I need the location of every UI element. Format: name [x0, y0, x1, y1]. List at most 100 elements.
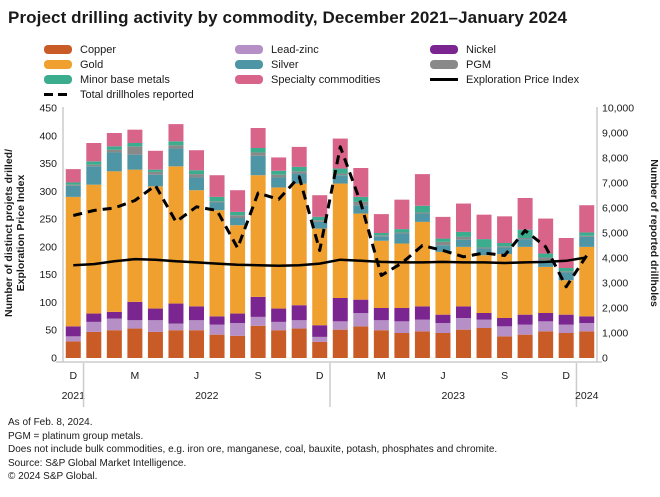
- bar-segment-lead_zinc: [558, 324, 574, 333]
- bar-segment-nickel: [147, 308, 163, 321]
- x-tick-month: J: [440, 370, 445, 382]
- right-axis-title: Number of reported drillholes: [648, 159, 660, 307]
- left-axis-tick: 400: [39, 130, 57, 142]
- left-axis-tick: 50: [45, 325, 57, 337]
- legend-label-pgm: PGM: [466, 58, 492, 71]
- bar-segment-silver: [65, 185, 81, 197]
- footer-as-of: As of Feb. 8, 2024.: [8, 417, 93, 428]
- bar-segment-minor_base: [106, 146, 122, 150]
- bar-segment-nickel: [65, 326, 81, 337]
- bar-segment-lead_zinc: [414, 319, 430, 332]
- bar-segment-gold: [127, 169, 143, 302]
- bar-segment-lead_zinc: [517, 324, 533, 335]
- right-axis-tick: 5,000: [602, 228, 628, 240]
- legend-column-2: Lead-zinc Silver Specialty commodities: [235, 42, 380, 87]
- bar-segment-pgm: [106, 149, 122, 153]
- bar-segment-silver: [106, 152, 122, 172]
- bar-segment-copper: [579, 331, 595, 358]
- bar-segment-lead_zinc: [538, 321, 554, 332]
- right-axis-tick: 2,000: [602, 303, 628, 315]
- left-axis-tick: 250: [39, 214, 57, 226]
- bar-segment-lead_zinc: [271, 321, 287, 331]
- footer-pgm-note: PGM = platinum group metals.: [8, 430, 144, 442]
- bar-segment-lead_zinc: [209, 324, 225, 335]
- bar-segment-pgm: [435, 241, 451, 246]
- bar-segment-lead_zinc: [312, 336, 328, 342]
- bar-segment-silver: [435, 245, 451, 252]
- legend-item-copper: Copper: [44, 42, 194, 57]
- bar-segment-silver: [332, 175, 348, 184]
- bar-segment-nickel: [497, 318, 513, 327]
- footer-source: Source: S&P Global Market Intelligence.: [8, 457, 187, 469]
- bar-segment-nickel: [332, 298, 348, 322]
- legend-item-drillholes: Total drillholes reported: [44, 87, 194, 102]
- bar-segment-nickel: [353, 299, 369, 313]
- bar-segment-copper: [209, 334, 225, 358]
- bar-segment-pgm: [497, 246, 513, 248]
- legend-item-silver: Silver: [235, 57, 380, 72]
- bar-segment-nickel: [291, 305, 307, 321]
- bar-segment-lead_zinc: [353, 313, 369, 327]
- bar-segment-specialty: [106, 133, 122, 147]
- left-axis-title-line1: Number of distinct projets drilled/: [3, 149, 15, 317]
- bar-segment-gold: [168, 166, 184, 304]
- right-axis-tick: 4,000: [602, 253, 628, 265]
- bar-segment-minor_base: [373, 233, 389, 236]
- bar-segment-nickel: [86, 313, 102, 322]
- bar-segment-specialty: [86, 143, 102, 162]
- bar-segment-minor_base: [271, 170, 287, 175]
- bar-segment-nickel: [435, 314, 451, 323]
- bar-segment-lead_zinc: [394, 321, 410, 333]
- bar-segment-copper: [86, 331, 102, 358]
- bar-segment-minor_base: [579, 232, 595, 236]
- x-tick-year: 2023: [442, 390, 466, 402]
- solid-line-icon: [430, 78, 458, 81]
- bar-segment-copper: [435, 333, 451, 358]
- bar-segment-nickel: [189, 306, 204, 321]
- legend-label-drillholes: Total drillholes reported: [80, 88, 194, 101]
- bar-segment-copper: [456, 329, 471, 358]
- dashed-line-icon: [44, 93, 72, 96]
- x-tick-month: D: [69, 370, 77, 382]
- bar-segment-copper: [106, 330, 122, 358]
- copper-swatch-icon: [44, 45, 72, 54]
- x-tick-month: M: [131, 370, 140, 382]
- legend-label-gold: Gold: [80, 58, 104, 71]
- left-axis-tick: 150: [39, 269, 57, 281]
- bar-segment-silver: [373, 236, 389, 241]
- bar-segment-pgm: [414, 212, 430, 214]
- footer-copyright: © 2024 S&P Global.: [8, 471, 98, 482]
- silver-swatch-icon: [235, 60, 263, 69]
- left-axis-tick: 0: [51, 353, 57, 365]
- legend-column-1: Copper Gold Minor base metals Total drillho…: [44, 42, 194, 102]
- bar-segment-gold: [65, 196, 81, 327]
- legend-item-pgm: PGM: [430, 57, 579, 72]
- bar-segment-pgm: [168, 145, 184, 149]
- bar-segment-minor_base: [414, 205, 430, 213]
- legend-label-lead_zinc: Lead-zinc: [271, 43, 319, 56]
- footer-notes: As of Feb. 8, 2024. PGM = platinum group…: [8, 416, 497, 484]
- bar-segment-specialty: [517, 198, 533, 230]
- bar-segment-silver: [476, 248, 492, 256]
- bar-segment-copper: [332, 329, 348, 358]
- epi-line: [73, 256, 587, 268]
- legend-label-epi: Exploration Price Index: [466, 73, 580, 86]
- bar-segment-silver: [168, 148, 184, 167]
- bar-segment-specialty: [312, 195, 328, 217]
- right-axis-tick: 0: [602, 353, 608, 365]
- bar-segment-pgm: [394, 232, 410, 234]
- bar-segment-copper: [497, 336, 513, 358]
- legend-item-lead_zinc: Lead-zinc: [235, 42, 380, 57]
- bar-segment-specialty: [147, 150, 163, 170]
- bar-segment-copper: [558, 333, 574, 358]
- bar-segment-nickel: [579, 316, 595, 323]
- legend-item-gold: Gold: [44, 57, 194, 72]
- bar-segment-silver: [209, 202, 225, 211]
- bar-segment-minor_base: [353, 196, 369, 202]
- bar-segment-gold: [435, 251, 451, 315]
- x-tick-month: S: [255, 370, 262, 382]
- bar-segment-copper: [517, 334, 533, 358]
- bar-segment-copper: [538, 331, 554, 358]
- bar-segment-minor_base: [558, 268, 574, 272]
- bar-segment-pgm: [476, 247, 492, 249]
